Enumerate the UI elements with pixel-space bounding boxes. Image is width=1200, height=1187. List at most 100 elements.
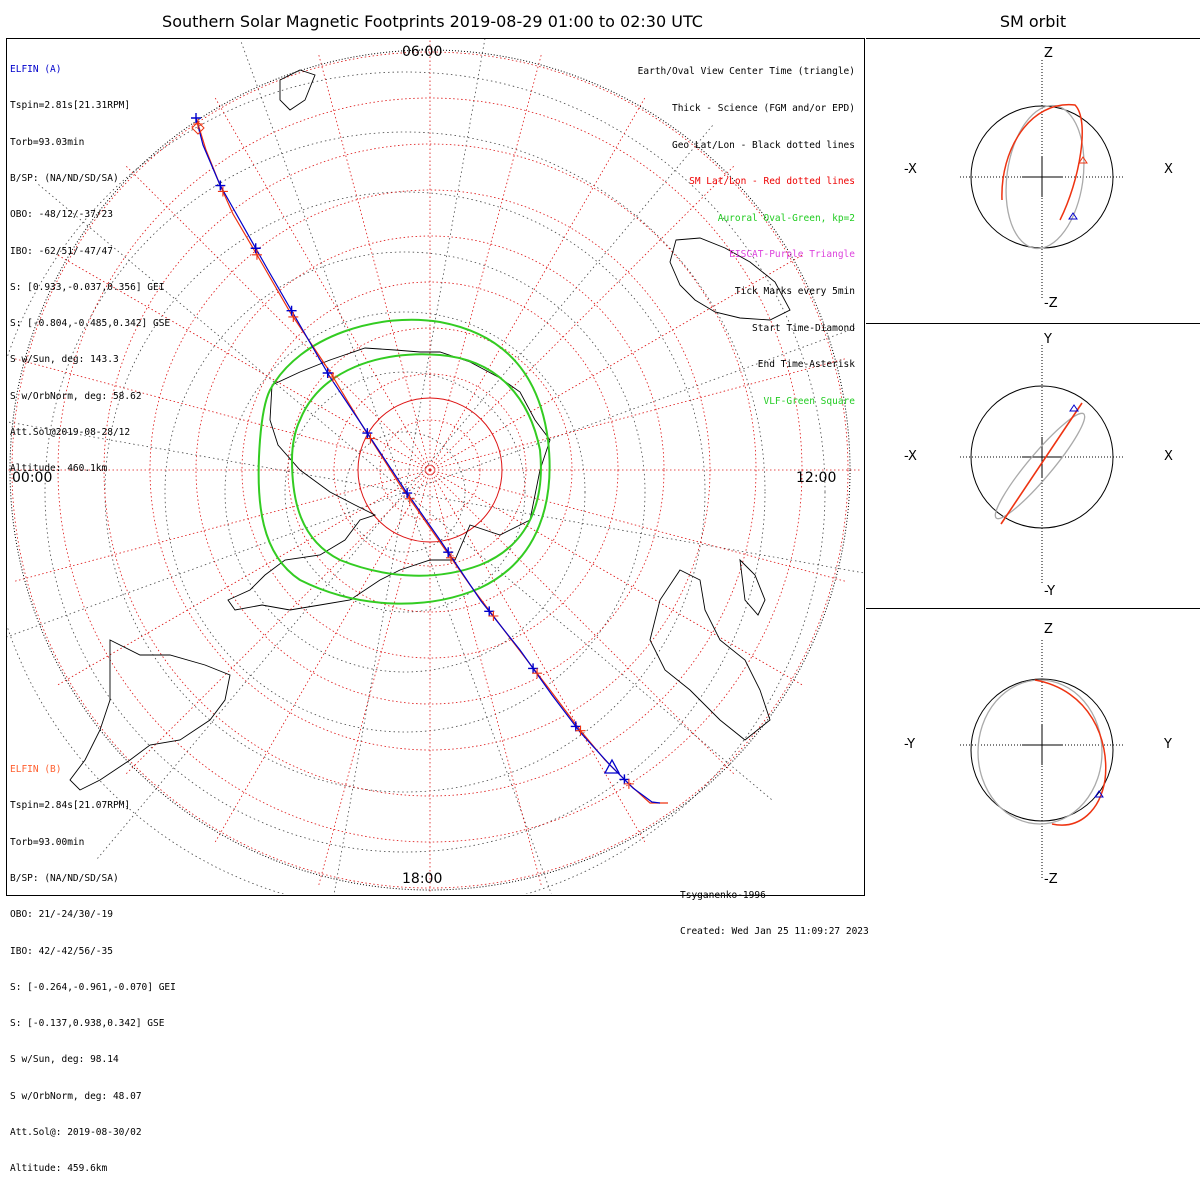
elfin-a-tick xyxy=(286,305,297,316)
elfin-a-line: Tspin=2.81s[21.31RPM] xyxy=(10,100,131,112)
elfin-a-track xyxy=(195,117,661,804)
elfin-b-tick xyxy=(623,778,634,789)
sm-longitude-line xyxy=(318,469,431,886)
sm-latitude-circle xyxy=(11,51,849,889)
new-zealand-coast xyxy=(739,558,766,616)
elfin-a-line: S w/Sun, deg: 143.3 xyxy=(10,354,119,366)
sm-polar-circle xyxy=(357,397,503,543)
elfin-a-tick xyxy=(215,180,226,191)
legend-entry: Tick Marks every 5min xyxy=(734,286,855,298)
legend-entry: EISCAT-Purple Triangle xyxy=(729,249,855,261)
elfin-a-info: ELFIN (A) Tspin=2.81s[21.31RPM] Torb=93.… xyxy=(10,40,170,487)
elfin-a-line: B/SP: (NA/ND/SD/SA) xyxy=(10,173,119,185)
sm-longitude-line xyxy=(125,165,431,471)
geo-latitude-circle xyxy=(344,431,466,553)
elfin-b-tick xyxy=(532,668,543,679)
geo-longitude-line xyxy=(404,327,857,493)
sm-orbit-xy-panel xyxy=(960,345,1125,585)
elfin-b-start-diamond xyxy=(191,121,205,135)
elfin-b-line: S w/OrbNorm, deg: 48.07 xyxy=(10,1090,142,1102)
mlt-label-bottom: 18:00 xyxy=(402,871,443,887)
elfin-b-info: ELFIN (B) Tspin=2.84s[21.07RPM] Torb=93.… xyxy=(10,740,176,1187)
elfin-b-line: Tspin=2.84s[21.07RPM] xyxy=(10,800,131,812)
panel2-axis-bottom: -Y xyxy=(1044,584,1056,599)
chart-title: Southern Solar Magnetic Footprints 2019-… xyxy=(162,12,703,31)
sm-longitude-line xyxy=(429,469,542,886)
panel3-axis-left: -Y xyxy=(904,737,916,752)
credits: Tsyganenko-1996 Created: Wed Jan 25 11:0… xyxy=(680,866,869,950)
geo-latitude-circle xyxy=(104,191,706,793)
elfin-a-line: OBO: -48/12/-37/23 xyxy=(10,209,113,221)
sm-orbit-yz-panel xyxy=(960,640,1125,878)
geo-longitude-line xyxy=(7,421,406,493)
geo-latitude-circle xyxy=(284,371,526,613)
elfin-a-view-triangle xyxy=(603,758,621,774)
legend-entry: SM Lat/Lon - Red dotted lines xyxy=(689,176,855,188)
created-timestamp: Created: Wed Jan 25 11:09:27 2023 xyxy=(680,926,869,937)
panel1-axis-left: -X xyxy=(904,162,917,177)
geo-latitude-circle xyxy=(44,131,766,853)
elfin-a-tick xyxy=(250,243,261,254)
elfin-b-line: S: [-0.137,0.938,0.342] GSE xyxy=(10,1018,165,1030)
panel3-axis-right: Y xyxy=(1164,737,1172,752)
elfin-b-tick xyxy=(488,611,499,621)
legend-entry: Earth/Oval View Center Time (triangle) xyxy=(637,66,855,78)
geo-grid xyxy=(7,39,863,894)
madagascar-coast xyxy=(279,69,316,111)
elfin-b-tick xyxy=(251,249,262,260)
elfin-b-line: Att.Sol@: 2019-08-30/02 xyxy=(10,1127,142,1138)
panel2-axis-left: -X xyxy=(904,449,917,464)
orbit-panel-title: SM orbit xyxy=(999,12,1067,31)
sm-latitude-circle xyxy=(287,327,573,613)
elfin-a-tick xyxy=(362,428,373,439)
sm-latitude-circle xyxy=(103,143,757,797)
legend-entry: Auroral Oval-Green, kp=2 xyxy=(717,212,855,224)
orbit-panel-1 xyxy=(866,38,1200,324)
footprint-map-frame xyxy=(6,38,865,896)
geo-latitude-circle xyxy=(224,311,586,673)
geo-longitude-line xyxy=(333,491,406,894)
australia-coast xyxy=(669,237,791,321)
auroral-oval-inner xyxy=(290,353,542,577)
geo-latitude-circle xyxy=(164,251,646,733)
elfin-b-tick-marks xyxy=(193,119,634,789)
geo-longitude-line xyxy=(404,491,773,801)
elfin-b-tick xyxy=(365,433,376,444)
sm-longitude-line xyxy=(429,469,846,582)
geo-longitude-line xyxy=(37,183,406,493)
panel3-axis-bottom: -Z xyxy=(1044,872,1058,887)
sm-latitude-circle xyxy=(379,419,481,521)
auroral-oval-outer xyxy=(257,318,551,605)
sm-longitude-line xyxy=(125,469,431,775)
elfin-a-tick xyxy=(402,488,413,499)
elfin-a-name: ELFIN (A) xyxy=(10,64,62,76)
geo-longitude-line xyxy=(240,40,406,493)
orbit-panel-2 xyxy=(866,323,1200,609)
elfin-b-line: IBO: 42/-42/56/-35 xyxy=(10,945,113,957)
sm-longitude-line xyxy=(214,97,431,471)
sm-orbit-xz-panel xyxy=(960,60,1125,300)
elfin-b-line: S w/Sun, deg: 98.14 xyxy=(10,1054,119,1066)
legend-entry: Thick - Science (FGM and/or EPD) xyxy=(671,103,855,115)
model-credit: Tsyganenko-1996 xyxy=(680,890,766,901)
elfin-b-track xyxy=(197,123,668,804)
orbit-panel-3 xyxy=(866,608,1200,899)
elfin-b-tick xyxy=(445,552,456,563)
map-boundary xyxy=(9,49,851,891)
elfin-a-tick xyxy=(570,721,581,732)
legend-entry: VLF-Green Square xyxy=(763,395,855,407)
elfin-b-line: S: [-0.264,-0.961,-0.070] GEI xyxy=(10,981,176,993)
sm-longitude-line xyxy=(318,54,431,471)
geo-longitude-line xyxy=(404,491,863,574)
geo-longitude-line xyxy=(404,39,486,493)
sm-longitude-line xyxy=(429,469,735,775)
elfin-a-line: S: [0.933,-0.037,0.356] GEI xyxy=(10,281,165,293)
panel3-axis-top: Z xyxy=(1044,622,1053,637)
panel1-axis-top: Z xyxy=(1044,46,1053,61)
footprint-map xyxy=(7,39,1125,894)
panel1-axis-right: X xyxy=(1164,162,1173,177)
panel1-axis-bottom: -Z xyxy=(1044,296,1058,311)
elfin-a-line: S w/OrbNorm, deg: 58.62 xyxy=(10,390,142,402)
panel2-axis-top: Y xyxy=(1044,332,1052,347)
sm-longitude-line xyxy=(429,97,646,471)
